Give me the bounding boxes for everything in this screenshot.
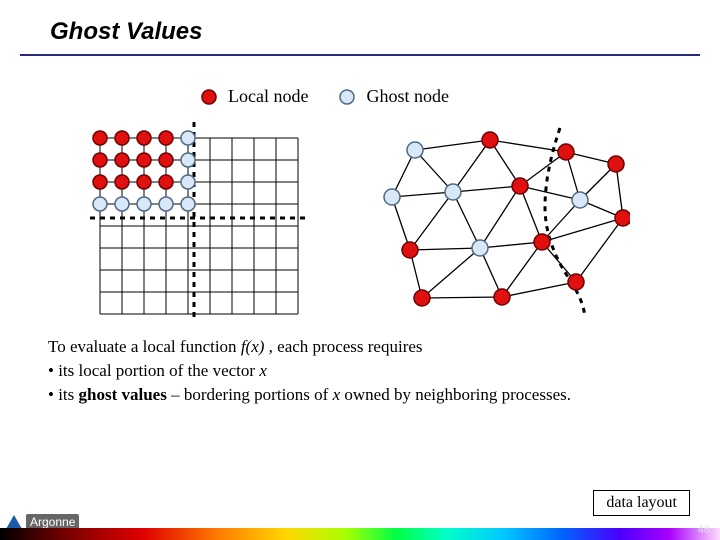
- spectrum-bar: [0, 528, 720, 540]
- diagrams-row: [90, 122, 720, 317]
- logo-triangle-icon: [6, 515, 22, 529]
- title-underline: [20, 54, 700, 56]
- desc-fx: f(x): [241, 337, 265, 356]
- desc-bullet-2: • its ghost values – bordering portions …: [48, 383, 680, 407]
- legend: Local node Ghost node: [200, 86, 720, 107]
- structured-grid-diagram: [90, 122, 310, 317]
- desc-line-1: To evaluate a local function f(x) , each…: [48, 335, 680, 359]
- page-title: Ghost Values: [0, 0, 720, 54]
- local-node-icon: [200, 88, 218, 106]
- desc-text: • its local portion of the vector: [48, 361, 259, 380]
- desc-x: x: [333, 385, 341, 404]
- legend-local: Local node: [200, 86, 308, 107]
- desc-ghost-bold: ghost values: [79, 385, 167, 404]
- desc-text: To evaluate a local function: [48, 337, 241, 356]
- footer: Argonne data layout 46: [0, 496, 720, 540]
- description: To evaluate a local function f(x) , each…: [48, 335, 680, 406]
- page-number: 46: [698, 524, 710, 536]
- desc-text: • its: [48, 385, 79, 404]
- slide: Ghost Values Local node Ghost node To ev…: [0, 0, 720, 540]
- desc-text: – bordering portions of: [167, 385, 333, 404]
- desc-bullet-1: • its local portion of the vector x: [48, 359, 680, 383]
- desc-text: owned by neighboring processes.: [340, 385, 571, 404]
- legend-local-label: Local node: [228, 86, 308, 107]
- ghost-node-icon: [338, 88, 356, 106]
- desc-x: x: [259, 361, 267, 380]
- data-layout-box: data layout: [593, 490, 690, 516]
- legend-ghost: Ghost node: [338, 86, 449, 107]
- unstructured-mesh-diagram: [370, 122, 630, 317]
- desc-text: , each process requires: [264, 337, 422, 356]
- legend-ghost-label: Ghost node: [366, 86, 449, 107]
